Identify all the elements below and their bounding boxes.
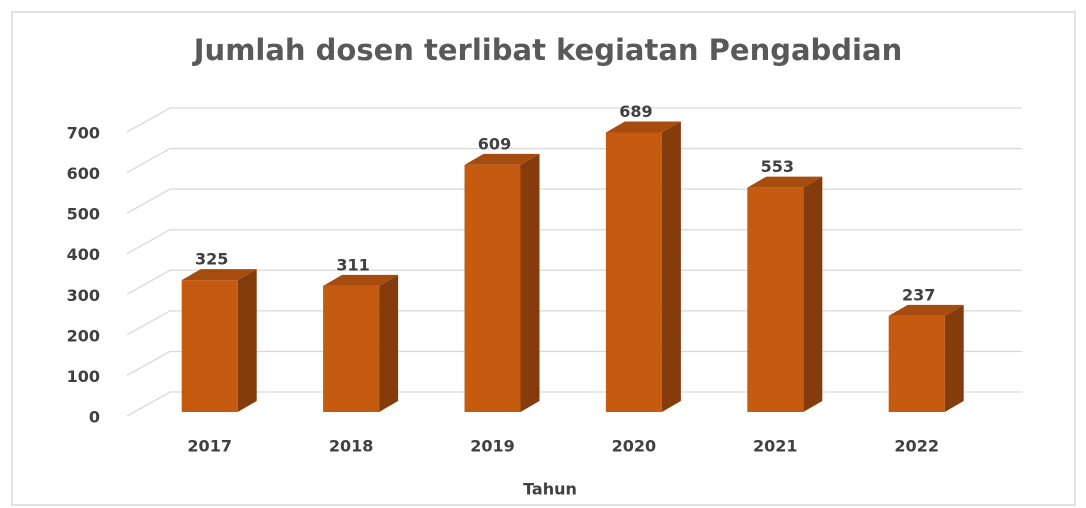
y-tick-label: 400 bbox=[67, 245, 100, 264]
x-tick-label: 2020 bbox=[612, 437, 657, 456]
bar bbox=[181, 269, 257, 412]
chart-border bbox=[11, 11, 1076, 506]
y-tick-label: 200 bbox=[67, 326, 100, 345]
x-tick-label: 2018 bbox=[329, 437, 374, 456]
grid-line bbox=[126, 350, 1022, 376]
grid-line bbox=[126, 310, 1022, 336]
x-tick-label: 2021 bbox=[753, 437, 798, 456]
bar-side bbox=[520, 153, 540, 413]
bar bbox=[605, 121, 681, 412]
bar-top bbox=[605, 121, 681, 133]
bar-side bbox=[379, 274, 399, 412]
grid-line bbox=[126, 391, 1022, 417]
y-tick-label: 600 bbox=[67, 164, 100, 183]
bar bbox=[747, 176, 823, 412]
bar bbox=[323, 274, 399, 412]
bar-front bbox=[605, 132, 662, 412]
bar-front bbox=[747, 187, 804, 412]
y-tick-label: 300 bbox=[67, 286, 100, 305]
bar-top bbox=[747, 176, 823, 188]
bar bbox=[464, 153, 540, 413]
x-tick-label: 2022 bbox=[894, 437, 939, 456]
bar-side bbox=[944, 304, 964, 412]
bar-top bbox=[888, 304, 964, 316]
bar-top bbox=[323, 274, 399, 286]
data-label: 689 bbox=[619, 102, 652, 121]
bar-front bbox=[181, 280, 238, 412]
y-tick-label: 700 bbox=[67, 124, 100, 143]
bar-side bbox=[237, 269, 257, 412]
bar-front bbox=[323, 285, 380, 412]
data-label: 553 bbox=[761, 157, 794, 176]
data-label: 609 bbox=[478, 134, 511, 153]
x-axis-title: Tahun bbox=[523, 480, 577, 499]
bar-front bbox=[888, 315, 945, 412]
y-tick-label: 0 bbox=[89, 408, 100, 427]
grid-line bbox=[126, 188, 1022, 214]
x-tick-label: 2019 bbox=[470, 437, 515, 456]
grid-line bbox=[126, 269, 1022, 295]
data-label: 325 bbox=[195, 250, 228, 269]
y-tick-label: 500 bbox=[67, 205, 100, 224]
bar-side bbox=[661, 121, 681, 412]
grid-line bbox=[126, 107, 1022, 133]
bar-top bbox=[464, 153, 540, 165]
bar bbox=[888, 304, 964, 412]
bar-top bbox=[181, 269, 257, 281]
data-label: 237 bbox=[902, 285, 935, 304]
grid-line bbox=[126, 229, 1022, 255]
bar-side bbox=[803, 176, 823, 412]
grid-line bbox=[126, 147, 1022, 174]
data-label: 311 bbox=[336, 255, 369, 274]
chart-title: Jumlah dosen terlibat kegiatan Pengabdia… bbox=[192, 33, 902, 67]
x-tick-label: 2017 bbox=[187, 437, 232, 456]
y-tick-label: 100 bbox=[67, 367, 100, 386]
bar-front bbox=[464, 164, 521, 412]
